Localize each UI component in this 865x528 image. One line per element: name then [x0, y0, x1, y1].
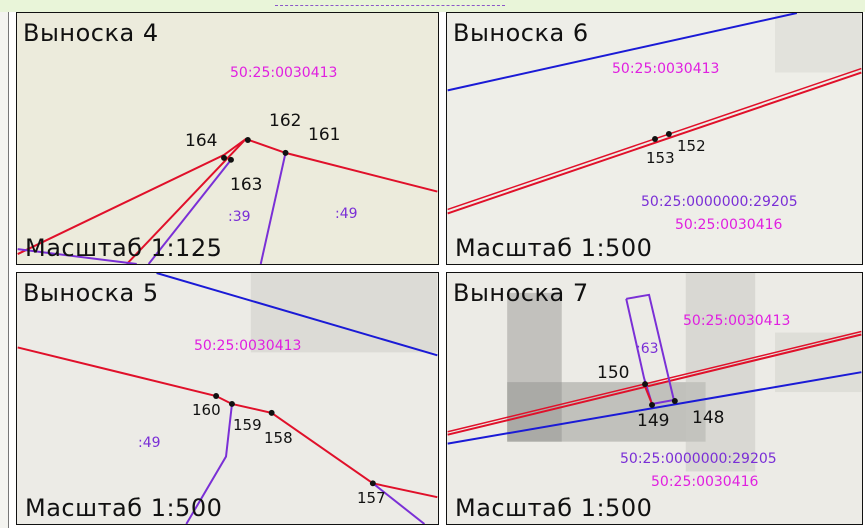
- point-162-marker: [244, 137, 251, 143]
- callout-title: Выноска 5: [23, 279, 159, 307]
- callout-panel-6: Выноска 6 50:25:0030413 153 152 50:25:00…: [446, 12, 863, 265]
- red-boundary: [17, 346, 438, 499]
- point-163-marker: [227, 156, 234, 163]
- point-157-marker: [369, 480, 376, 487]
- callout-6-map: [447, 13, 862, 264]
- red-boundary: [447, 330, 862, 433]
- callout-title: Выноска 7: [453, 279, 589, 307]
- point-label-161: 161: [308, 125, 341, 145]
- point-label-150: 150: [597, 363, 630, 383]
- scale-label: Масштаб 1:500: [455, 494, 653, 522]
- parcel-label: :39: [228, 209, 251, 225]
- parcel-label: :49: [138, 435, 161, 451]
- point-label-148: 148: [692, 408, 725, 428]
- callout-5-map: [17, 273, 438, 524]
- point-159-marker: [228, 400, 235, 407]
- top-strip: [0, 0, 865, 12]
- red-boundary: [447, 71, 862, 215]
- blue-boundary: [156, 273, 438, 357]
- point-160-marker: [213, 393, 220, 399]
- point-148-marker: [671, 398, 678, 404]
- point-152-marker: [665, 131, 672, 138]
- cadastral-number: 50:25:0030413: [194, 338, 302, 354]
- callout-panel-7: Выноска 7 50:25:0030413 :63 150 149 148 …: [446, 272, 863, 525]
- point-label-160: 160: [192, 401, 221, 419]
- blue-boundary: [447, 13, 798, 92]
- point-label-164: 164: [185, 131, 218, 151]
- point-153-marker: [652, 136, 658, 142]
- purple-boundary: [147, 159, 232, 264]
- scale-label: Масштаб 1:500: [25, 494, 223, 522]
- point-149-marker: [649, 401, 655, 408]
- red-boundary: [643, 383, 653, 405]
- point-label-149: 149: [637, 411, 670, 431]
- point-label-163: 163: [230, 175, 263, 195]
- callout-panel-4: Выноска 4 50:25:0030413 164 162 161 163 …: [16, 12, 439, 265]
- point-label-158: 158: [264, 429, 293, 447]
- point-158-marker: [268, 409, 275, 416]
- red-boundary: [447, 333, 862, 436]
- callout-7-map: [447, 273, 862, 524]
- cadastral-number: 50:25:0030413: [683, 313, 791, 329]
- point-label-152: 152: [677, 137, 706, 155]
- callout-panel-5: Выноска 5 50:25:0030413 160 159 158 157 …: [16, 272, 439, 525]
- left-edge: [0, 12, 9, 528]
- point-164-marker: [221, 154, 228, 161]
- callout-title: Выноска 4: [23, 19, 159, 47]
- parcel-label: :63: [636, 341, 659, 357]
- scale-label: Масштаб 1:125: [25, 234, 223, 262]
- top-strip-mark: [275, 0, 505, 6]
- point-label-162: 162: [269, 111, 302, 131]
- point-label-159: 159: [233, 416, 262, 434]
- purple-boundary: [372, 482, 426, 524]
- purple-boundary: [17, 248, 137, 264]
- cadastral-number: 50:25:0030416: [651, 474, 759, 490]
- purple-boundary: [625, 293, 676, 406]
- purple-boundary: [259, 152, 287, 264]
- cadastral-number: 50:25:0030413: [612, 61, 720, 77]
- purple-boundary: [185, 403, 233, 524]
- parcel-label: :49: [335, 206, 358, 222]
- callout-title: Выноска 6: [453, 19, 589, 47]
- cadastral-number: 50:25:0000000:29205: [620, 451, 777, 467]
- point-150-marker: [642, 381, 649, 388]
- cadastral-number: 50:25:0030416: [675, 217, 783, 233]
- point-label-153: 153: [646, 149, 675, 167]
- callout-4-map: [17, 137, 438, 264]
- point-161-marker: [282, 149, 289, 156]
- blue-boundary: [447, 371, 862, 445]
- scale-label: Масштаб 1:500: [455, 234, 653, 262]
- cadastral-number: 50:25:0000000:29205: [641, 194, 798, 210]
- cadastral-number: 50:25:0030413: [230, 65, 338, 81]
- point-label-157: 157: [357, 489, 386, 507]
